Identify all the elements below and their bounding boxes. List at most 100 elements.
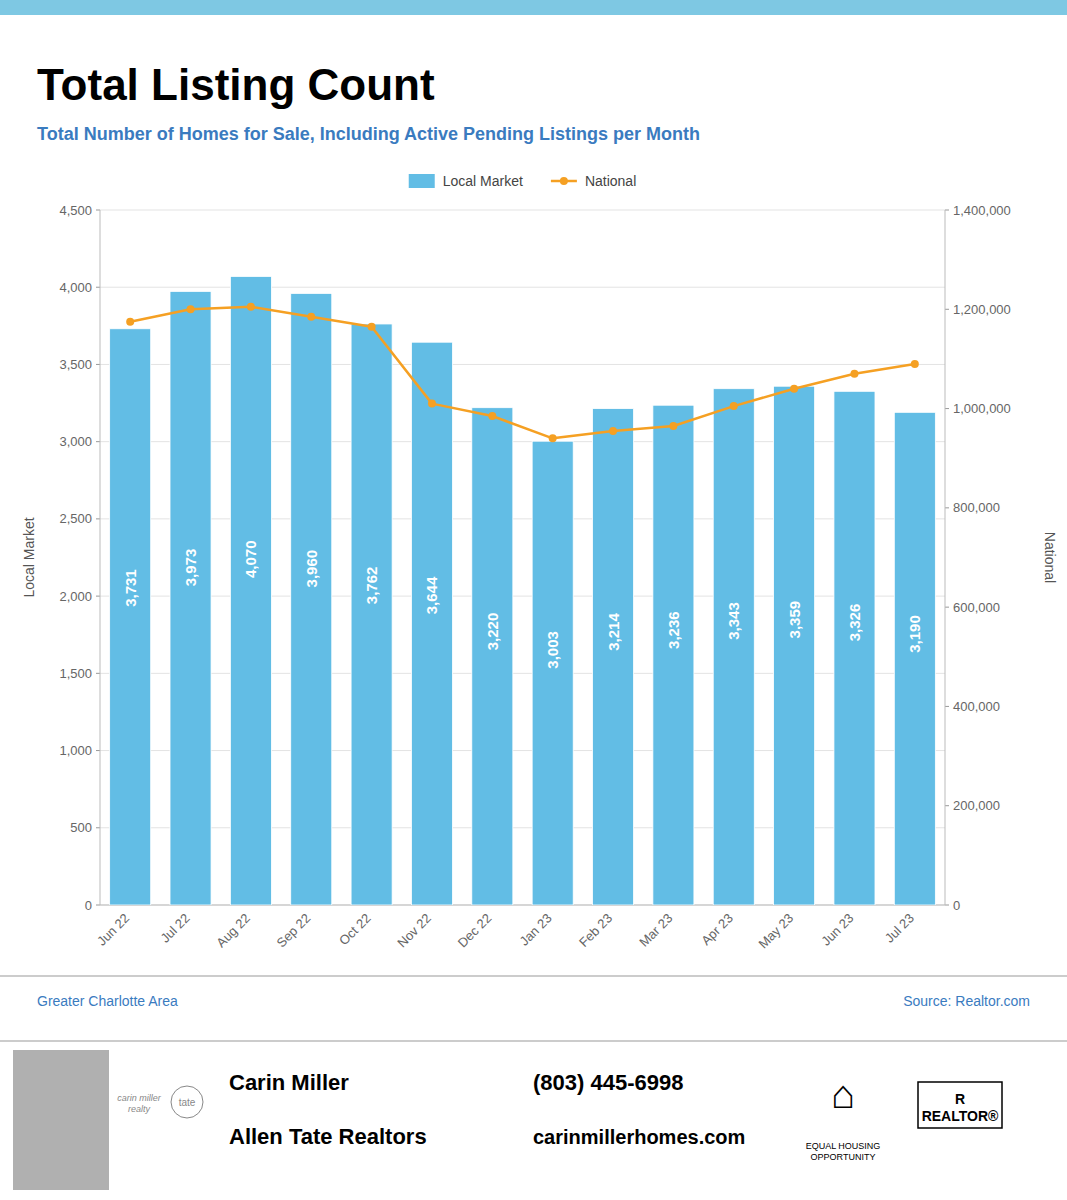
y-tick — [96, 827, 100, 828]
grid-line — [100, 750, 945, 751]
bar — [713, 389, 754, 905]
data-label: 3,731 — [122, 569, 139, 607]
legend-marker — [560, 177, 568, 185]
top-bar — [0, 0, 1067, 15]
y2-tick-label: 1,000,000 — [953, 401, 1011, 416]
line-marker — [850, 370, 858, 378]
line-marker — [488, 412, 496, 420]
grid-line — [100, 287, 945, 288]
data-label: 3,343 — [725, 602, 742, 640]
logo-text: carin millerrealty — [117, 1093, 162, 1114]
bar — [774, 386, 815, 905]
x-tick-label: Feb 23 — [576, 911, 615, 950]
legend: Local MarketNational — [409, 173, 637, 189]
line — [130, 307, 915, 439]
realtor-box — [918, 1082, 1002, 1128]
grid-line — [100, 596, 945, 597]
grid — [100, 210, 945, 905]
house-icon: ⌂ — [831, 1072, 855, 1116]
bar — [532, 441, 573, 905]
y-tick — [96, 364, 100, 365]
line-marker — [187, 305, 195, 313]
chart-canvas: Total Listing Count Total Number of Homes… — [0, 0, 1067, 1200]
realtor-logo: RREALTOR® — [922, 1091, 999, 1124]
data-label: 3,326 — [846, 604, 863, 642]
agent-name: Carin Miller — [229, 1070, 349, 1095]
legend-swatch — [409, 174, 435, 188]
y-tick-label: 3,500 — [59, 357, 92, 372]
bar — [472, 408, 513, 905]
x-tick-label: May 23 — [755, 911, 796, 952]
line-marker — [609, 427, 617, 435]
bar — [170, 291, 211, 905]
data-label: 3,973 — [182, 549, 199, 587]
y-tick — [96, 287, 100, 288]
footer-right: Source: Realtor.com — [903, 993, 1030, 1009]
line-marker — [730, 402, 738, 410]
y-tick-label: 2,000 — [59, 589, 92, 604]
y-tick-label: 1,000 — [59, 743, 92, 758]
x-tick-label: Sep 22 — [274, 911, 314, 951]
grid-line — [100, 905, 945, 906]
data-label: 3,960 — [303, 550, 320, 588]
legend-item: National — [551, 173, 636, 189]
y2-axis-line — [945, 210, 946, 905]
y-tick — [96, 905, 100, 906]
bar — [411, 342, 452, 905]
y-tick-label: 2,500 — [59, 511, 92, 526]
grid-line — [100, 210, 945, 211]
data-label: 3,359 — [786, 601, 803, 639]
y2-tick-label: 1,400,000 — [953, 203, 1011, 218]
grid-line — [100, 673, 945, 674]
y-tick — [96, 518, 100, 519]
y2-tick-label: 200,000 — [953, 798, 1000, 813]
bar — [230, 276, 271, 905]
logo-tate: tate — [179, 1097, 196, 1108]
y-tick — [96, 673, 100, 674]
y2-tick — [945, 805, 949, 806]
y-tick — [96, 750, 100, 751]
y2-tick — [945, 607, 949, 608]
separator — [0, 975, 1067, 977]
bar — [593, 409, 634, 905]
y-tick — [96, 596, 100, 597]
data-label: 3,236 — [665, 611, 682, 649]
y-axis-title: Local Market — [21, 517, 37, 597]
data-label: 3,644 — [423, 576, 440, 614]
agent-company: Allen Tate Realtors — [229, 1124, 427, 1149]
x-tick-label: Jan 23 — [517, 911, 555, 949]
bar — [110, 329, 151, 905]
footer-left: Greater Charlotte Area — [37, 993, 178, 1009]
axes: 05001,0001,5002,0002,5003,0003,5004,0004… — [21, 203, 1058, 952]
photo-placeholder — [13, 1050, 109, 1190]
line-marker — [911, 360, 919, 368]
x-tick-label: Jul 22 — [158, 911, 193, 946]
line-marker — [307, 313, 315, 321]
y-tick-label: 3,000 — [59, 434, 92, 449]
grid-line — [100, 364, 945, 365]
subtitle: Total Number of Homes for Sale, Includin… — [37, 124, 700, 144]
separator — [0, 1040, 1067, 1042]
y-tick — [96, 210, 100, 211]
y2-tick — [945, 706, 949, 707]
grid-line — [100, 827, 945, 828]
y-tick — [96, 441, 100, 442]
title: Total Listing Count — [37, 60, 435, 109]
y-tick-label: 4,500 — [59, 203, 92, 218]
data-labels: 3,7313,9734,0703,9603,7623,6443,2203,003… — [122, 541, 924, 669]
y2-tick — [945, 507, 949, 508]
bar — [291, 293, 332, 905]
x-tick-label: Nov 22 — [394, 911, 434, 951]
grid-line — [100, 518, 945, 519]
legend-label: National — [585, 173, 636, 189]
bar — [894, 412, 935, 905]
grid-line — [100, 441, 945, 442]
y-tick-label: 1,500 — [59, 666, 92, 681]
line-marker — [790, 385, 798, 393]
y-tick-label: 500 — [70, 820, 92, 835]
y-tick-label: 4,000 — [59, 280, 92, 295]
data-label: 4,070 — [242, 541, 259, 579]
line-marker — [549, 434, 557, 442]
bar — [653, 405, 694, 905]
line-marker — [428, 400, 436, 408]
